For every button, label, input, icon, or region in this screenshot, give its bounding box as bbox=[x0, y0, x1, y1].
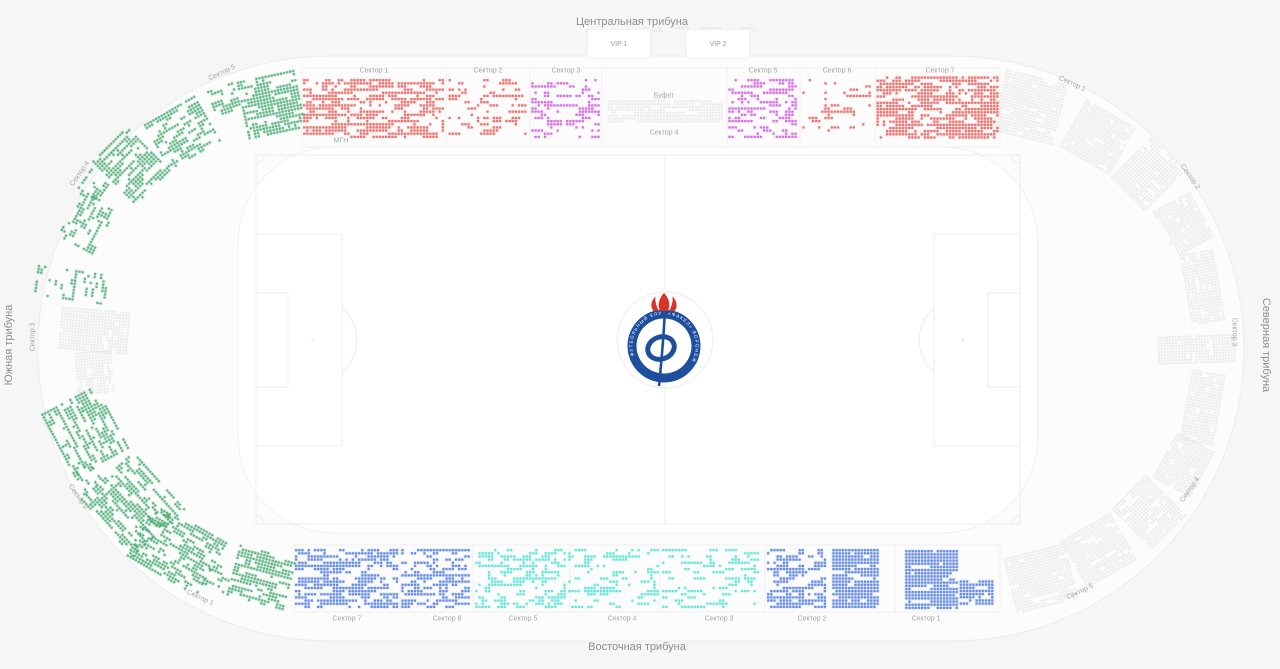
sector-label[interactable]: Буфет bbox=[653, 92, 675, 100]
stand-title-east: Восточная трибуна bbox=[588, 641, 686, 653]
vip-2-box[interactable]: VIP 2 bbox=[686, 29, 750, 59]
sector-label[interactable]: Сектор 3 bbox=[29, 322, 37, 352]
sector-label[interactable]: МГН bbox=[333, 137, 349, 145]
sector-label[interactable]: Сектор 6 bbox=[432, 615, 462, 623]
vip-1-label: VIP 1 bbox=[610, 40, 628, 48]
sector-label[interactable]: Сектор 7 bbox=[332, 615, 362, 623]
vip-1-box[interactable]: VIP 1 bbox=[587, 29, 651, 59]
stand-title-central: Центральная трибуна bbox=[575, 16, 689, 28]
sector-label[interactable]: Сектор 5 bbox=[508, 615, 538, 623]
sector-label[interactable]: Сектор 3 bbox=[1230, 317, 1238, 347]
sector-label[interactable]: Сектор 6 bbox=[822, 67, 852, 75]
sector-label[interactable]: Сектор 7 bbox=[925, 67, 955, 75]
sector-label[interactable]: Сектор 3 bbox=[704, 615, 734, 623]
sector-label[interactable]: Сектор 4 bbox=[607, 615, 637, 623]
sector-label[interactable]: Сектор 2 bbox=[797, 615, 827, 623]
stand-title-south: Южная трибуна bbox=[3, 304, 15, 386]
vip-2-label: VIP 2 bbox=[709, 40, 727, 48]
sector-label[interactable]: Сектор 1 bbox=[359, 67, 389, 75]
sector-label[interactable]: Сектор 3 bbox=[551, 67, 581, 75]
sector-label[interactable]: Сектор 5 bbox=[748, 67, 778, 75]
sector-label[interactable]: Сектор 2 bbox=[473, 67, 503, 75]
sector-label[interactable]: Сектор 1 bbox=[911, 615, 941, 623]
sector-label[interactable]: Сектор 4 bbox=[649, 129, 679, 137]
stand-title-north: Северная трибуна bbox=[1260, 297, 1272, 393]
